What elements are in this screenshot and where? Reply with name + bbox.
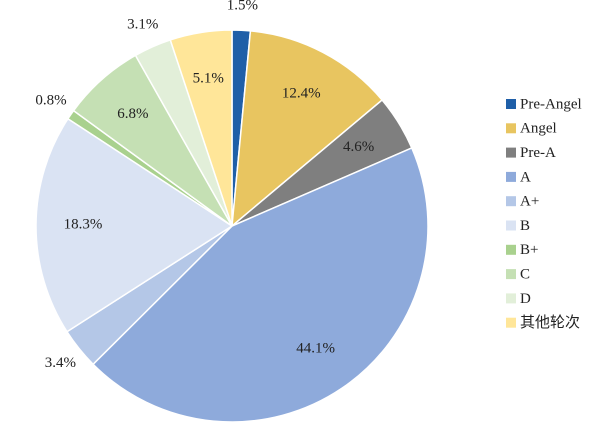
data-label: 1.5% (227, 0, 258, 14)
legend-label: D (520, 291, 531, 307)
data-label: 12.4% (282, 86, 321, 102)
pie-slice (92, 146, 429, 423)
data-label: 0.8% (35, 92, 66, 108)
legend-swatch (506, 196, 516, 207)
legend-label: A+ (520, 194, 539, 210)
pie-slice (35, 117, 234, 333)
legend-swatch (506, 220, 516, 231)
data-label: 5.1% (193, 70, 224, 86)
legend-swatch (506, 244, 516, 255)
legend-swatch (506, 269, 516, 280)
legend-label: Angel (520, 121, 557, 137)
legend-swatch (506, 293, 516, 304)
pie-slice (169, 29, 233, 227)
legend-label: C (520, 267, 530, 283)
data-label: 44.1% (296, 341, 335, 357)
legend-label: Pre-A (520, 145, 556, 161)
legend-label: B+ (520, 242, 538, 258)
legend-label: 其他轮次 (520, 314, 580, 331)
legend-swatch (506, 317, 516, 328)
legend-label: Pre-Angel (520, 96, 582, 112)
legend-swatch (506, 147, 516, 158)
legend-label: B (520, 218, 530, 234)
data-label: 4.6% (343, 139, 374, 155)
pie-slice (231, 30, 384, 228)
data-label: 6.8% (117, 106, 148, 122)
legend-swatch (506, 123, 516, 134)
legend-swatch (506, 99, 516, 109)
legend-swatch (506, 171, 516, 182)
legend-label: A (520, 169, 531, 185)
data-label: 18.3% (64, 217, 103, 233)
data-label: 3.1% (127, 16, 158, 32)
data-label: 3.4% (45, 355, 76, 371)
